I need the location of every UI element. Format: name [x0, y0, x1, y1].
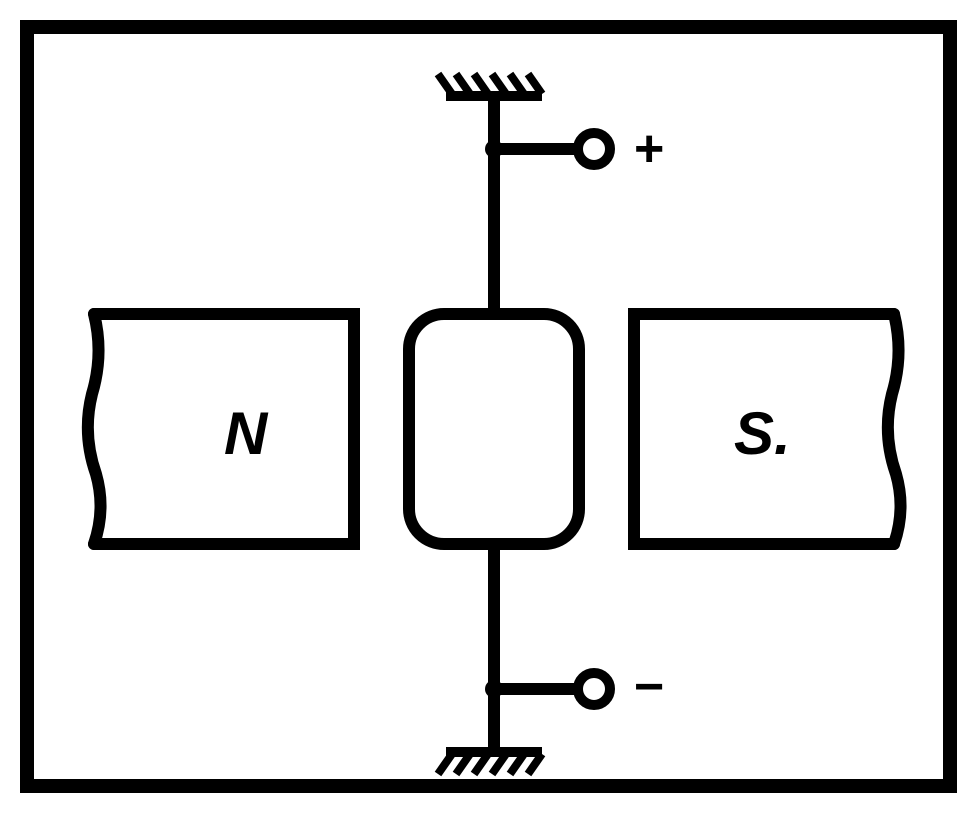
terminal-negative-label: − — [634, 658, 664, 716]
fixed-support-bottom — [438, 752, 542, 774]
coil-frame — [409, 314, 579, 544]
magnet-north: N — [88, 314, 354, 544]
magnet-south-label: S. — [734, 400, 791, 467]
schematic-svg: N S. + — [34, 34, 943, 779]
magnet-north-label: N — [224, 400, 269, 467]
magnet-south: S. — [634, 314, 901, 544]
terminal-positive-label: + — [634, 120, 664, 178]
terminal-ring-negative — [578, 673, 610, 705]
terminal-negative: − — [485, 658, 664, 716]
terminal-positive: + — [485, 120, 664, 178]
terminal-ring-positive — [578, 133, 610, 165]
diagram-frame: N S. + — [20, 20, 957, 793]
fixed-support-top — [438, 74, 542, 96]
